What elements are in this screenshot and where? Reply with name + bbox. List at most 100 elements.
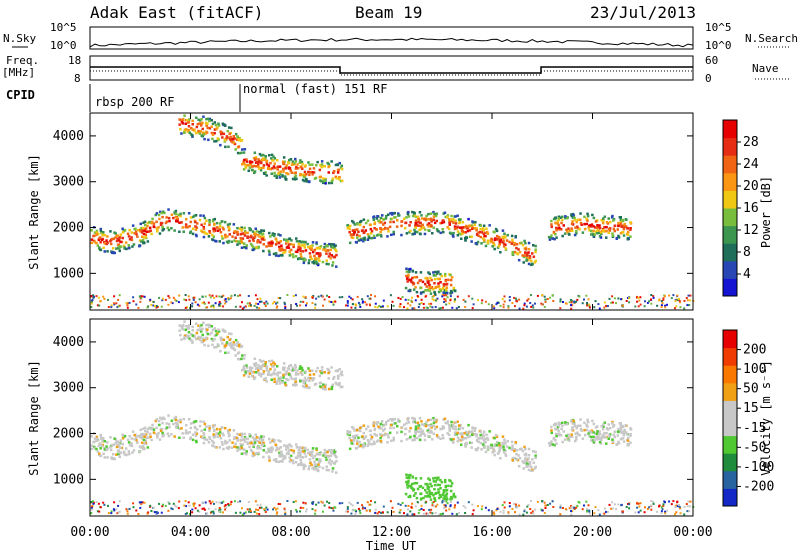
velocity-ground-cell <box>212 510 215 513</box>
velocity-echo-cell <box>480 437 484 440</box>
velocity-echo-cell <box>115 440 118 444</box>
velocity-echo-cell <box>619 437 623 441</box>
power-ground-cell <box>501 298 504 301</box>
power-echo-cell <box>571 220 574 223</box>
velocity-echo-cell <box>411 487 414 490</box>
power-echo-cell <box>165 216 168 219</box>
power-echo-cell <box>245 158 248 161</box>
power-echo-cell <box>265 245 268 248</box>
power-echo-cell <box>592 229 595 233</box>
velocity-ground-cell <box>346 506 349 509</box>
velocity-ground-cell <box>295 510 298 513</box>
velocity-ground-cell <box>96 510 99 513</box>
power-echo-cell <box>150 232 153 236</box>
power-echo-cell <box>503 235 507 238</box>
power-ground-cell <box>422 303 425 305</box>
velocity-echo-cell <box>254 362 258 365</box>
velocity-ground-cell <box>679 507 682 510</box>
velocity-echo-cell <box>220 426 224 429</box>
power-echo-cell <box>609 220 612 224</box>
power-echo-cell <box>123 228 127 232</box>
power-echo-cell <box>300 173 304 177</box>
power-echo-cell <box>464 236 467 240</box>
velocity-echo-cell <box>362 445 365 449</box>
velocity-ground-cell <box>598 513 601 516</box>
velocity-echo-cell <box>384 423 388 426</box>
velocity-ground-cell <box>637 511 640 514</box>
power-echo-cell <box>357 230 360 234</box>
velocity-echo-cell <box>626 433 629 436</box>
power-echo-cell <box>503 232 506 235</box>
velocity-ground-cell <box>508 502 511 504</box>
power-echo-cell <box>90 238 94 241</box>
power-echo-cell <box>243 234 247 237</box>
velocity-echo-cell <box>122 450 126 454</box>
velocity-echo-cell <box>156 434 159 437</box>
velocity-ground-cell <box>209 502 212 505</box>
velocity-echo-cell <box>236 357 240 361</box>
power-echo-cell <box>479 224 482 227</box>
velocity-echo-cell <box>574 425 577 428</box>
power-echo-cell <box>568 233 571 236</box>
power-echo-cell <box>573 233 577 237</box>
power-echo-cell <box>138 244 141 248</box>
velocity-ground-cell <box>112 508 115 511</box>
power-echo-cell <box>348 230 351 234</box>
velocity-ground-cell <box>351 509 354 512</box>
velocity-echo-cell <box>213 327 217 330</box>
power-echo-cell <box>173 229 176 232</box>
velocity-ground-cell <box>429 511 432 514</box>
power-echo-cell <box>225 135 229 138</box>
power-echo-cell <box>515 252 519 255</box>
velocity-echo-cell <box>392 438 395 442</box>
velocity-echo-cell <box>442 426 446 430</box>
power-echo-cell <box>236 226 239 230</box>
velocity-panel-frame <box>89 318 694 517</box>
power-echo-cell <box>131 224 135 227</box>
velocity-echo-cell <box>486 436 489 440</box>
velocity-echo-cell <box>309 461 312 465</box>
velocity-echo-cell <box>142 432 145 436</box>
velocity-echoes <box>90 320 695 516</box>
power-echo-cell <box>250 160 254 164</box>
velocity-echo-cell <box>280 459 283 463</box>
velocity-echo-cell <box>432 493 435 497</box>
power-echo-cell <box>248 227 251 230</box>
power-echo-cell <box>420 214 423 217</box>
power-ground-cell <box>117 305 120 308</box>
power-echo-cell <box>131 245 134 248</box>
power-ground-cell <box>648 300 651 303</box>
velocity-echo-cell <box>165 422 168 425</box>
velocity-echo-cell <box>236 446 240 449</box>
velocity-echo-cell <box>618 422 622 425</box>
power-ground-cell <box>98 304 101 307</box>
power-echo-cell <box>499 251 502 254</box>
velocity-echo-cell <box>358 429 362 433</box>
velocity-echo-cell <box>479 430 482 433</box>
velocity-echo-cell <box>236 449 239 452</box>
velocity-echo-cell <box>527 454 531 457</box>
power-echo-cell <box>130 236 133 239</box>
velocity-ground-cell <box>246 508 249 511</box>
power-ground-cell <box>529 302 532 304</box>
power-ground-cell <box>541 303 544 306</box>
velocity-ground-cell <box>222 500 225 503</box>
power-echo-cell <box>463 225 466 229</box>
velocity-echo-cell <box>310 463 313 467</box>
velocity-echo-cell <box>411 416 414 420</box>
velocity-echo-cell <box>270 450 273 454</box>
power-echo-cell <box>236 233 239 236</box>
velocity-echo-cell <box>362 424 366 427</box>
velocity-echo-cell <box>380 427 383 430</box>
velocity-echo-cell <box>436 476 440 479</box>
velocity-echo-cell <box>301 456 305 459</box>
power-echo-cell <box>407 289 410 293</box>
power-echo-cell <box>234 132 238 136</box>
velocity-echo-cell <box>199 325 202 328</box>
velocity-echo-cell <box>327 387 331 391</box>
velocity-echo-cell <box>145 436 149 439</box>
velocity-echo-cell <box>312 373 316 376</box>
power-echo-cell <box>311 261 314 264</box>
power-echo-cell <box>285 242 288 245</box>
velocity-echo-cell <box>356 442 359 445</box>
